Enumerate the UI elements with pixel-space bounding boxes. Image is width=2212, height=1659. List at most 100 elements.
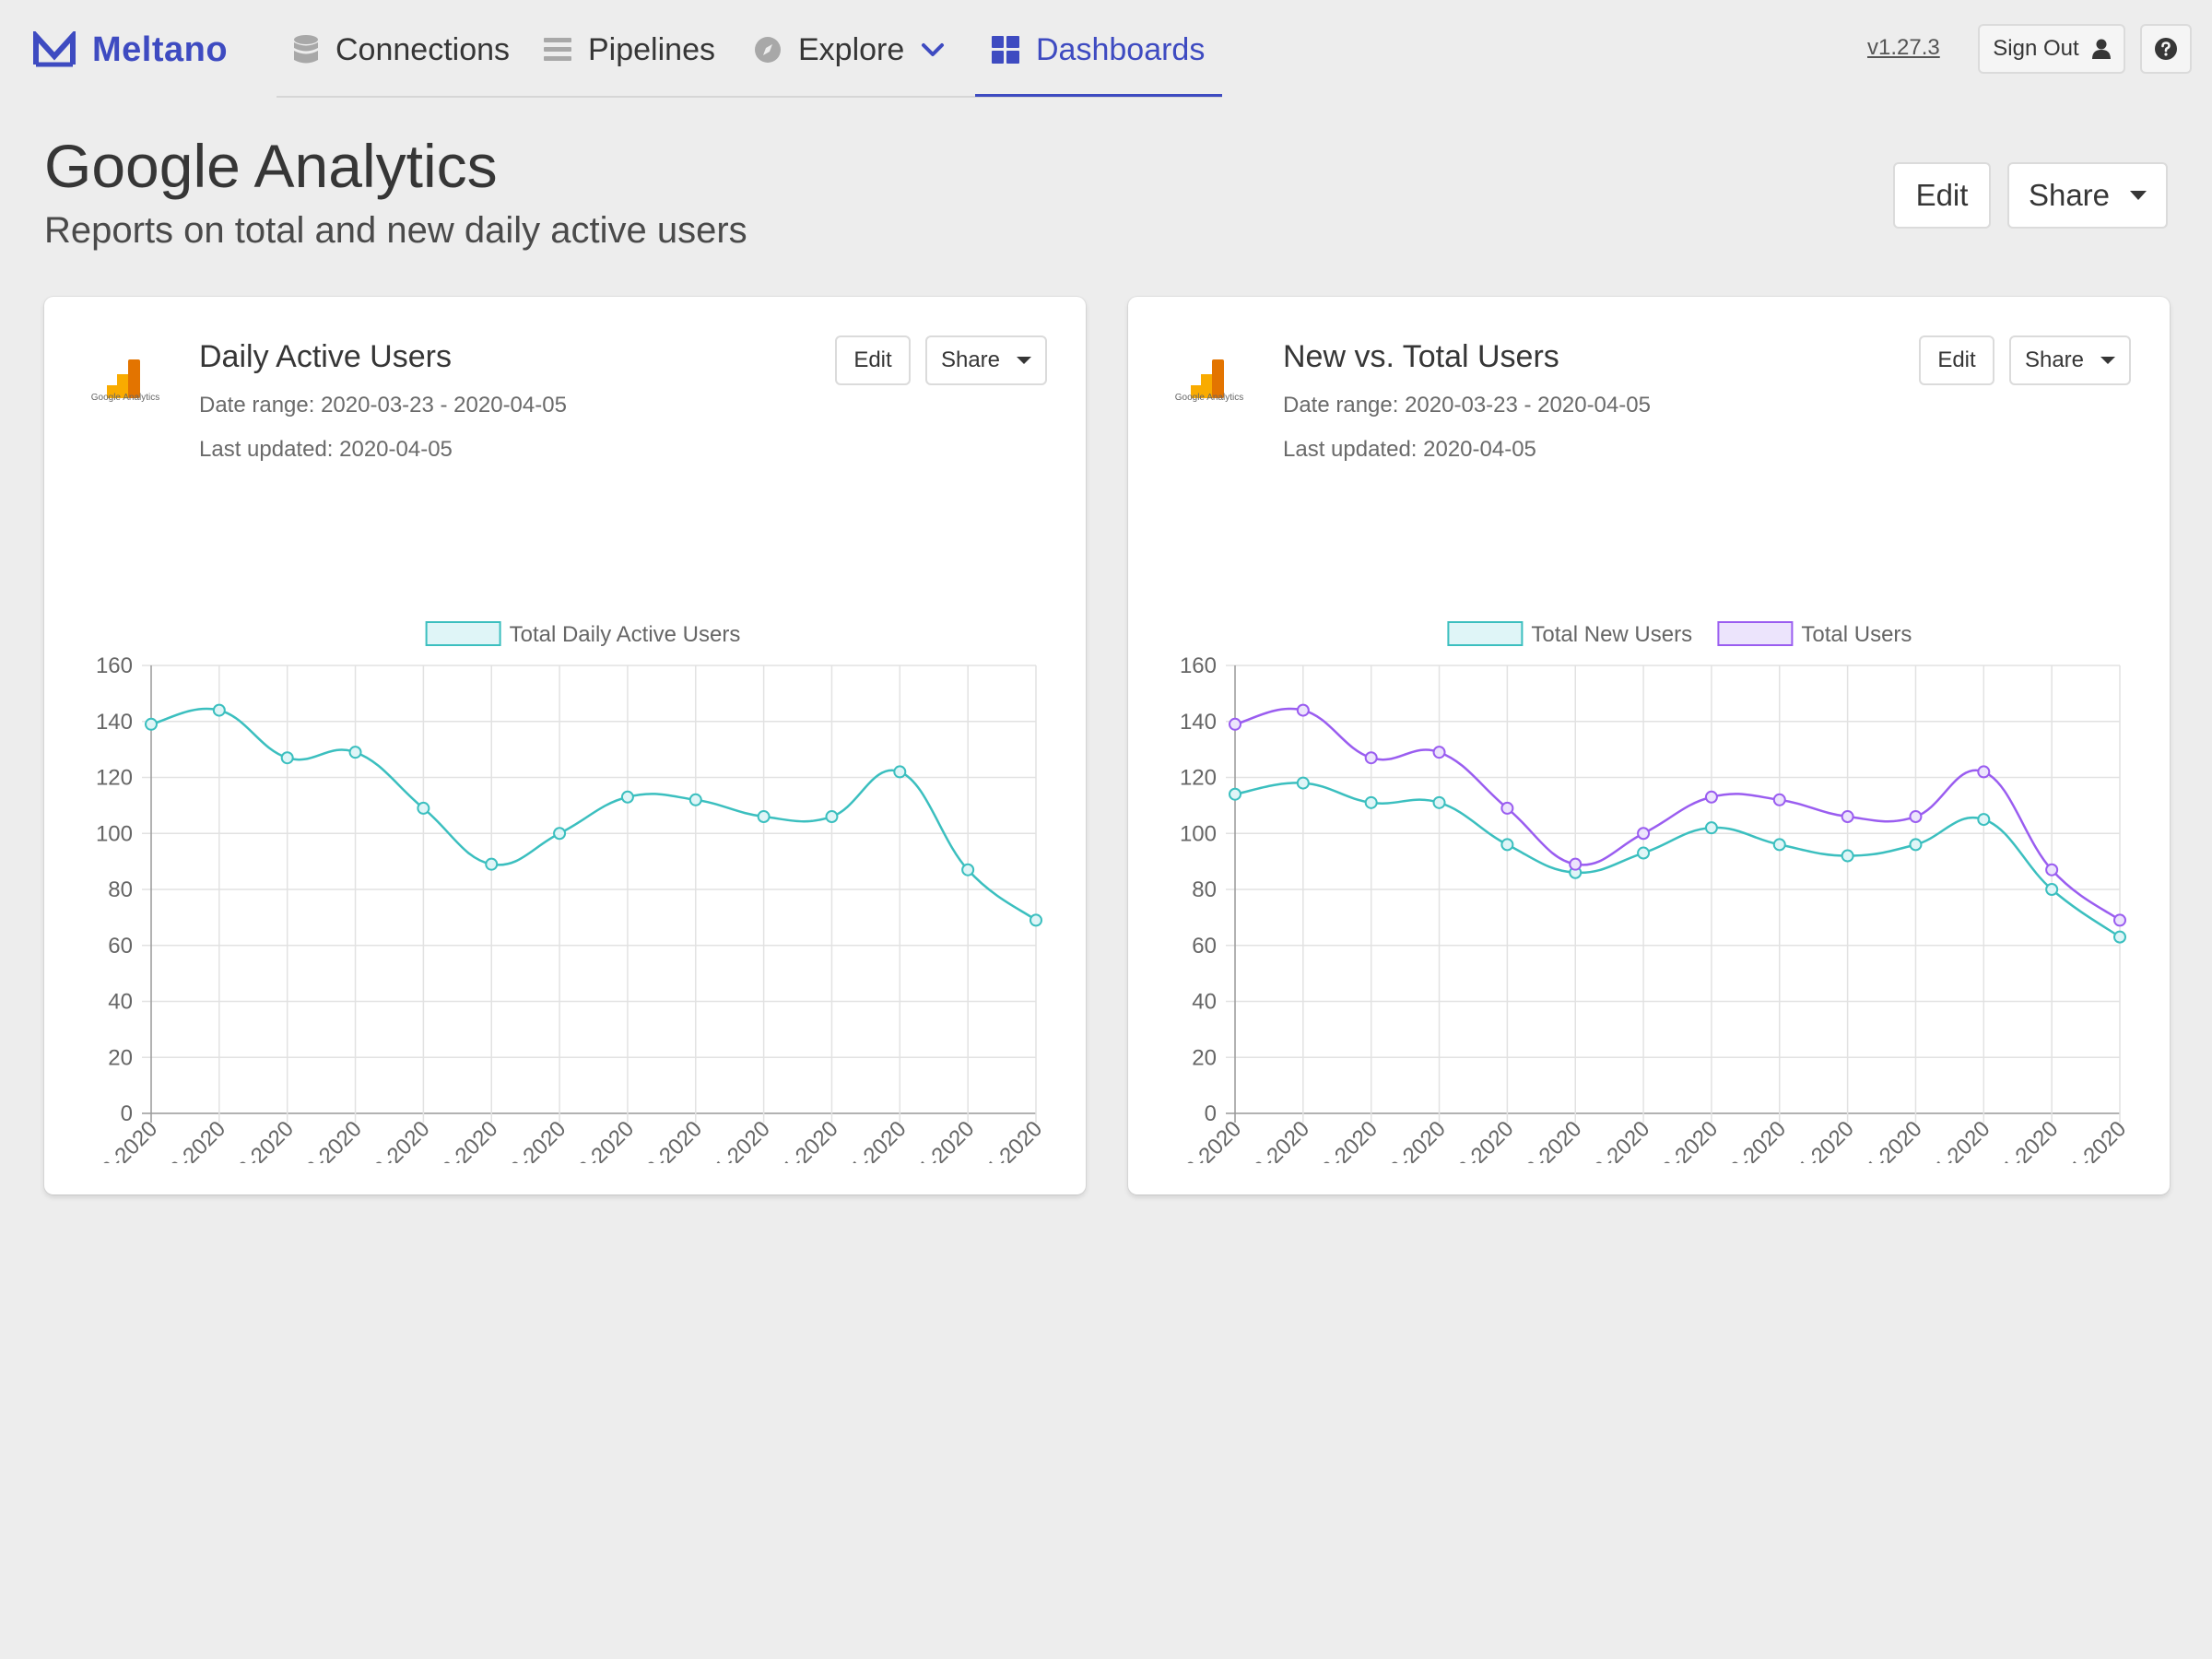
navbar: Meltano Connections Pipelines Explor — [0, 0, 2212, 98]
sign-out-button[interactable]: Sign Out — [1978, 24, 2125, 74]
card-edit-button[interactable]: Edit — [835, 335, 911, 385]
data-point — [1432, 795, 1446, 809]
data-point — [1500, 801, 1514, 815]
y-tick-label: 20 — [108, 1045, 133, 1070]
nav-item-connections[interactable]: Connections — [293, 26, 510, 74]
data-point — [145, 717, 158, 731]
x-axis: 23-3-202024-3-202025-3-202026-3-202027-3… — [1158, 1116, 2131, 1163]
y-tick-label: 160 — [1180, 653, 1217, 678]
edit-label: Edit — [1915, 178, 1969, 212]
data-point — [1364, 795, 1378, 809]
y-tick-label: 100 — [1180, 821, 1217, 846]
legend-swatch — [425, 621, 501, 646]
data-point — [2113, 930, 2126, 944]
data-point — [1229, 787, 1241, 801]
series-total-users — [1229, 703, 2126, 927]
data-point — [1569, 857, 1583, 871]
compass-icon — [755, 37, 781, 63]
data-point — [1500, 838, 1514, 852]
data-point — [2045, 863, 2059, 877]
data-point — [1637, 827, 1651, 841]
data-point — [553, 827, 567, 841]
card-title: Daily Active Users — [199, 339, 452, 374]
x-tick-label: 3-4-2020 — [1915, 1116, 1995, 1163]
y-tick-label: 20 — [1192, 1045, 1217, 1070]
data-point — [1296, 703, 1310, 717]
x-tick-label: 3-4-2020 — [831, 1116, 912, 1163]
nav-item-dashboards[interactable]: Dashboards — [992, 26, 1205, 74]
line-chart: Total Daily Active Users 0 20 40 60 80 100 120 1… — [74, 621, 1047, 1163]
date-range: Date range: 2020-03-23 - 2020-04-05 — [1283, 393, 1651, 418]
google-analytics-logo-text: Google Analytics — [1174, 393, 1244, 403]
y-tick-label: 0 — [1205, 1101, 1217, 1126]
legend-item: Total New Users — [1447, 621, 1692, 647]
series-line — [150, 707, 1037, 922]
brand-link[interactable]: Meltano — [33, 26, 228, 74]
data-point — [1909, 838, 1923, 852]
nav-item-explore[interactable]: Explore — [754, 26, 945, 74]
card-share-button[interactable]: Share — [2009, 335, 2131, 385]
version-link[interactable]: v1.27.3 — [1867, 35, 1940, 60]
data-point — [485, 857, 499, 871]
meltano-logo-icon — [33, 31, 76, 67]
nav-item-label: Dashboards — [1036, 31, 1206, 67]
chart-legend: Total New Users Total Users — [1447, 621, 1912, 647]
last-updated: Last updated: 2020-04-05 — [199, 437, 453, 462]
dashboard-edit-button[interactable]: Edit — [1893, 162, 1991, 229]
x-tick-label: 2-4-2020 — [763, 1116, 843, 1163]
data-point — [1772, 793, 1786, 806]
data-point — [1296, 776, 1310, 790]
question-icon — [2155, 38, 2177, 60]
x-tick-label: 4-4-2020 — [1983, 1116, 2063, 1163]
google-analytics-logo-text: Google Analytics — [90, 393, 160, 403]
y-tick-label: 120 — [1180, 766, 1217, 791]
line-chart: Total New Users Total Users 0 20 40 60 80 100 12… — [1158, 621, 2131, 1163]
data-point — [212, 703, 226, 717]
data-point — [1704, 790, 1718, 804]
nav-item-pipelines[interactable]: Pipelines — [544, 26, 715, 74]
google-analytics-logo — [107, 359, 140, 398]
chart-grid — [142, 665, 1037, 1123]
data-point — [893, 765, 907, 779]
legend-item: Total Users — [1717, 621, 1912, 647]
series-total-daily-active-users — [145, 703, 1042, 927]
legend-swatch — [1717, 621, 1794, 646]
database-icon — [294, 35, 318, 64]
dashboard-share-button[interactable]: Share — [2007, 162, 2168, 229]
last-updated: Last updated: 2020-04-05 — [1283, 437, 1536, 462]
share-label: Share — [2024, 347, 2085, 372]
data-point — [1030, 913, 1042, 927]
x-tick-label: 5-4-2020 — [967, 1116, 1047, 1163]
x-tick-label: 1-4-2020 — [1779, 1116, 1859, 1163]
y-tick-label: 40 — [108, 990, 133, 1015]
data-point — [1841, 810, 1854, 824]
help-button[interactable] — [2140, 24, 2192, 74]
brand-name: Meltano — [92, 29, 229, 69]
y-tick-label: 140 — [96, 710, 133, 735]
nav-item-label: Explore — [798, 31, 905, 67]
data-point — [1432, 746, 1446, 759]
nav-item-label: Connections — [335, 31, 511, 67]
date-range: Date range: 2020-03-23 - 2020-04-05 — [199, 393, 567, 418]
y-axis: 0 20 40 60 80 100 120 140 160 — [96, 653, 133, 1126]
active-tab-indicator — [975, 94, 1222, 97]
y-tick-label: 0 — [121, 1101, 133, 1126]
sign-out-label: Sign Out — [1993, 36, 2079, 61]
nav-item-label: Pipelines — [588, 31, 715, 67]
card-edit-button[interactable]: Edit — [1919, 335, 1994, 385]
y-tick-label: 80 — [108, 877, 133, 902]
x-axis: 23-3-202024-3-202025-3-202026-3-202027-3… — [74, 1116, 1047, 1163]
page-subtitle: Reports on total and new daily active us… — [44, 210, 747, 251]
card-title: New vs. Total Users — [1283, 339, 1559, 374]
data-point — [2045, 883, 2059, 896]
edit-label: Edit — [1937, 347, 1976, 372]
data-point — [417, 801, 430, 815]
data-point — [280, 751, 294, 765]
data-point — [757, 810, 771, 824]
chevron-down-icon[interactable] — [921, 41, 945, 58]
data-point — [620, 790, 634, 804]
grid-icon — [992, 36, 1019, 64]
data-point — [1841, 849, 1854, 863]
user-icon — [2091, 39, 2111, 59]
card-share-button[interactable]: Share — [925, 335, 1047, 385]
